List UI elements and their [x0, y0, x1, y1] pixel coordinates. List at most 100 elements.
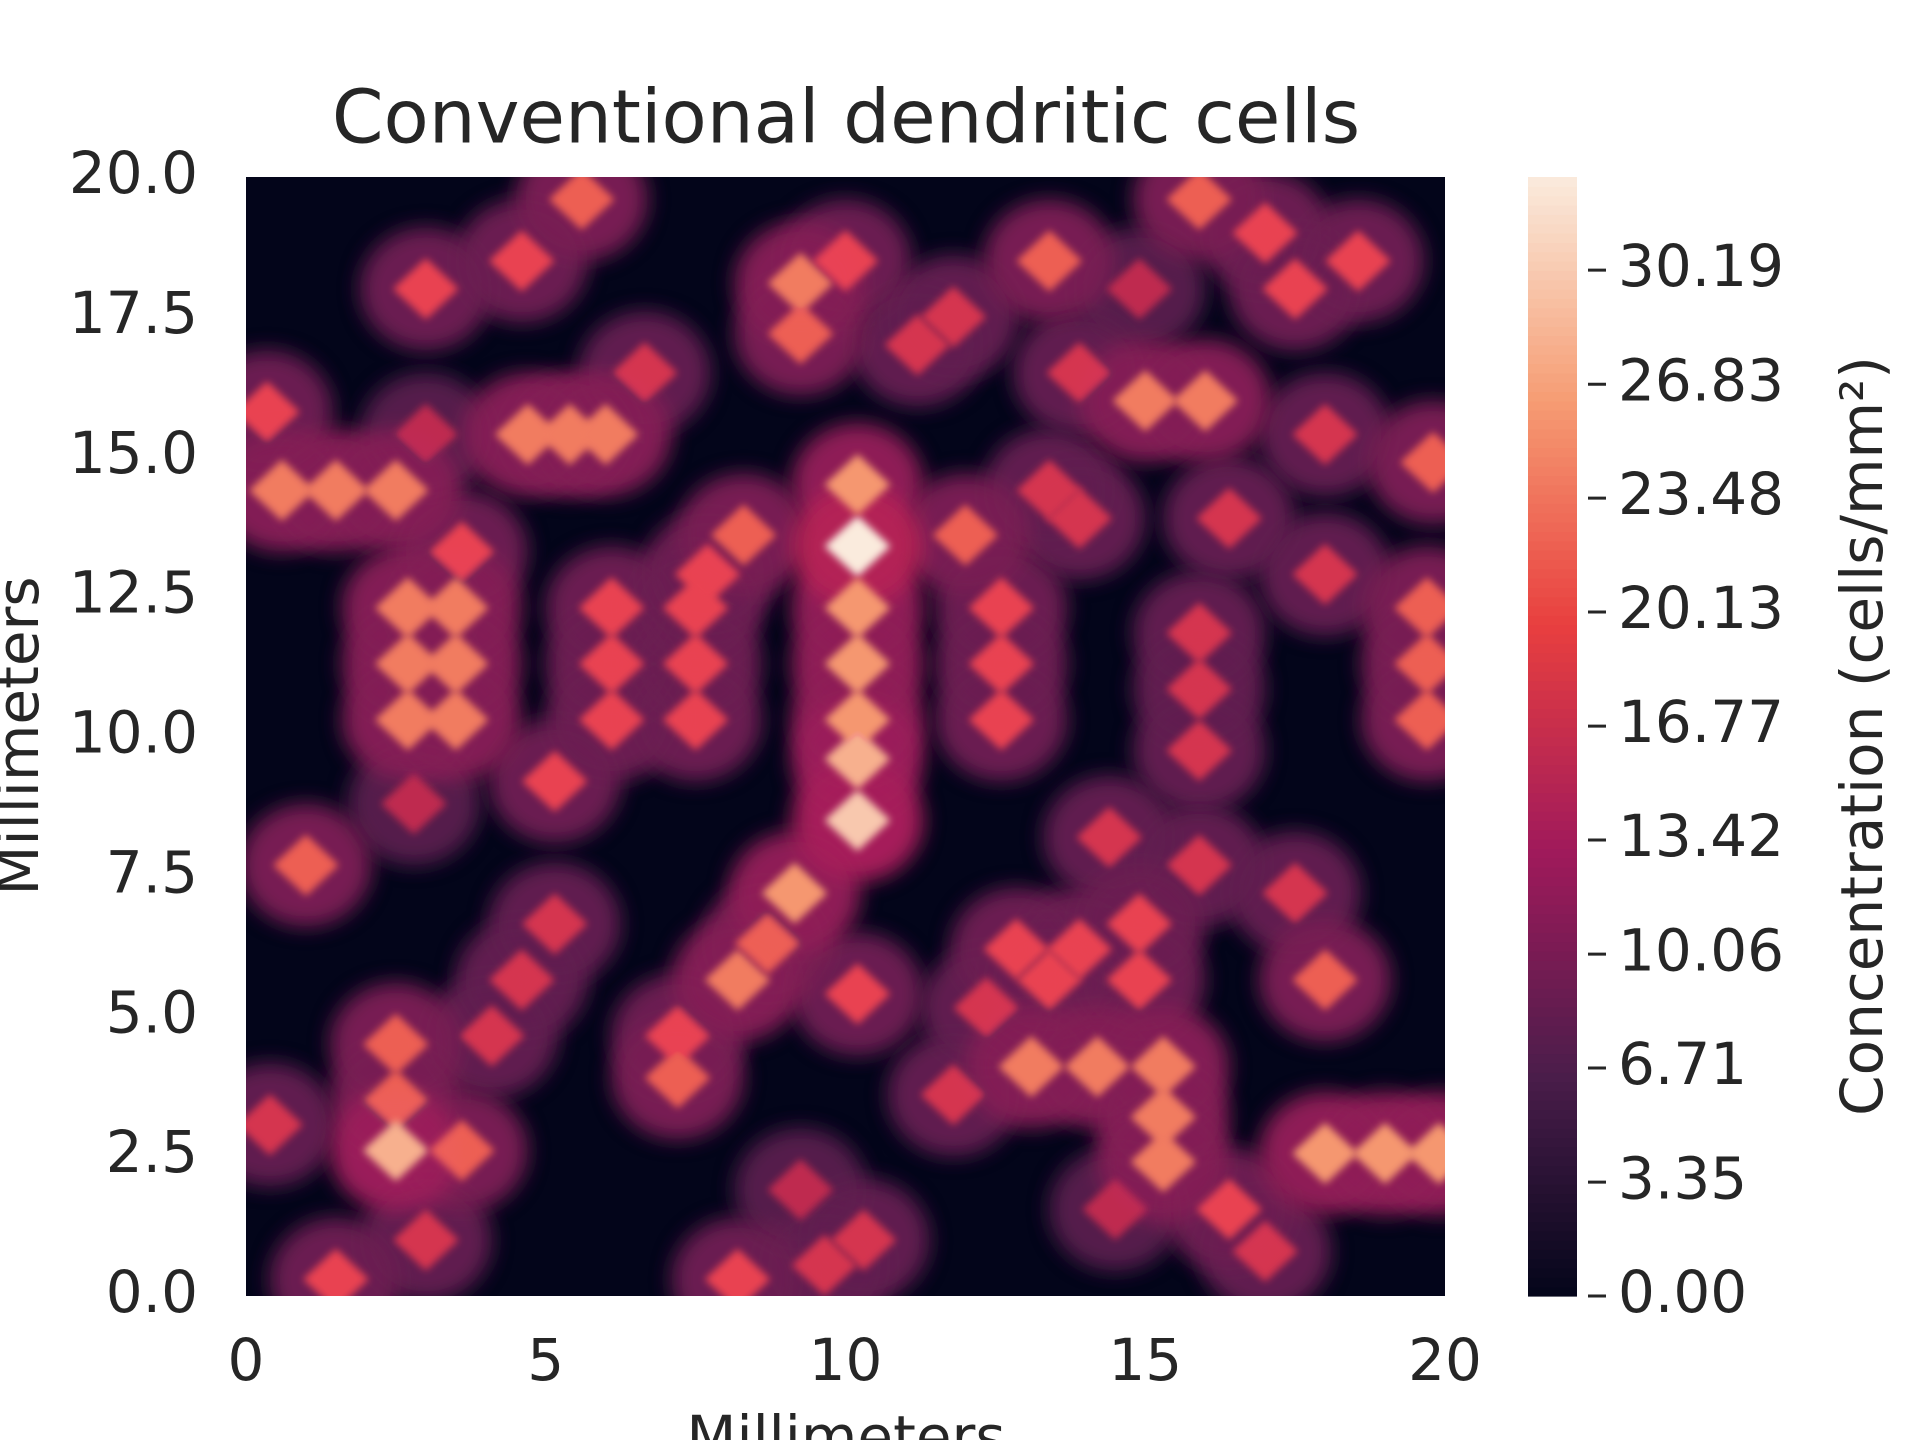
colorbar-band: [1528, 950, 1577, 961]
colorbar-band: [1528, 904, 1577, 915]
concentration-peak: [704, 1248, 771, 1296]
colorbar-band: [1528, 885, 1577, 896]
concentration-peak: [644, 1005, 711, 1067]
colorbar-band: [1528, 1202, 1577, 1213]
y-tick-label: 7.5: [106, 838, 198, 906]
colorbar-band: [1528, 344, 1577, 355]
colorbar-band: [1528, 1044, 1577, 1055]
colorbar-band: [1528, 652, 1577, 663]
colorbar-band: [1528, 326, 1577, 337]
colorbar-band: [1528, 503, 1577, 514]
concentration-peak: [1232, 1220, 1299, 1283]
concentration-peak: [767, 302, 834, 365]
colorbar-band: [1528, 708, 1577, 719]
colorbar-band: [1528, 232, 1577, 243]
concentration-peak: [1292, 403, 1359, 466]
colorbar-band: [1528, 522, 1577, 532]
colorbar-band: [1528, 577, 1577, 588]
colorbar-band: [1528, 615, 1577, 626]
concentration-peak: [272, 834, 339, 896]
concentration-peak: [521, 750, 588, 813]
colorbar-band: [1528, 1062, 1577, 1073]
x-tick-label: 10: [809, 1326, 883, 1394]
colorbar-band: [1528, 279, 1577, 290]
concentration-peak: [1406, 1122, 1445, 1185]
colorbar-tick-label: 3.35: [1618, 1144, 1747, 1212]
concentration-peak: [422, 688, 489, 751]
colorbar-band: [1528, 1221, 1577, 1232]
colorbar-band: [1528, 1006, 1577, 1017]
concentration-peak: [1196, 487, 1263, 550]
concentration-peak: [1292, 949, 1359, 1011]
concentration-peak: [968, 577, 1035, 639]
concentration-peak: [488, 949, 555, 1011]
colorbar-band: [1528, 857, 1577, 868]
colorbar-band: [1528, 288, 1577, 299]
colorbar-band: [1528, 1072, 1577, 1083]
colorbar-band: [1528, 848, 1577, 859]
colorbar-band: [1528, 270, 1577, 281]
colorbar-band: [1528, 1081, 1577, 1092]
concentration-peak: [1016, 949, 1083, 1011]
colorbar-band: [1528, 755, 1577, 766]
concentration-peak: [572, 403, 639, 466]
colorbar-band: [1528, 839, 1577, 849]
colorbar-band: [1528, 1174, 1577, 1185]
colorbar-band: [1528, 1137, 1577, 1148]
colorbar-band: [1528, 419, 1577, 430]
colorbar-band: [1528, 382, 1577, 393]
colorbar-band: [1528, 997, 1577, 1008]
colorbar-band: [1528, 540, 1577, 551]
concentration-peak: [392, 258, 459, 320]
concentration-peak: [380, 772, 447, 835]
colorbar-band: [1528, 372, 1577, 383]
colorbar-band: [1528, 633, 1577, 644]
colorbar-band: [1528, 1109, 1577, 1120]
colorbar-band: [1528, 605, 1577, 616]
colorbar-band: [1528, 801, 1577, 812]
concentration-peak: [1292, 543, 1359, 606]
colorbar-tick-label: 13.42: [1618, 802, 1784, 870]
colorbar-tick-label: 26.83: [1618, 346, 1784, 414]
y-tick-label: 12.5: [69, 559, 198, 627]
chart-title: Conventional dendritic cells: [332, 75, 1360, 161]
colorbar-tick-label: 0.00: [1618, 1258, 1747, 1326]
concentration-peak: [392, 1209, 459, 1271]
y-tick-label: 5.0: [106, 978, 198, 1046]
colorbar-tick-label: 6.71: [1618, 1030, 1747, 1098]
concentration-peak: [488, 230, 555, 292]
concentration-peak: [578, 577, 645, 639]
colorbar-band: [1528, 1034, 1577, 1045]
concentration-peak: [824, 963, 891, 1025]
colorbar-band: [1528, 1128, 1577, 1139]
colorbar-band: [1528, 829, 1577, 840]
colorbar-band: [1528, 1277, 1577, 1288]
colorbar-band: [1528, 587, 1577, 598]
colorbar-band: [1528, 484, 1577, 495]
concentration-peak: [767, 1158, 834, 1221]
concentration-peak: [761, 862, 828, 924]
colorbar-band: [1528, 923, 1577, 933]
colorbar-band: [1528, 251, 1577, 262]
colorbar-band: [1528, 531, 1577, 542]
concentration-peak: [1076, 806, 1143, 868]
colorbar-band: [1528, 438, 1577, 449]
colorbar-band: [1528, 969, 1577, 980]
colorbar-band: [1528, 307, 1577, 318]
concentration-peak: [1046, 487, 1113, 550]
concentration-peak: [1166, 177, 1233, 231]
concentration-peak: [953, 977, 1020, 1039]
y-tick-label: 20.0: [69, 139, 198, 207]
colorbar-band: [1528, 978, 1577, 989]
concentration-peak: [1262, 862, 1329, 924]
concentration-peak: [548, 177, 615, 231]
colorbar-band: [1528, 354, 1577, 365]
colorbar-band: [1528, 624, 1577, 635]
colorbar-tick-label: 23.48: [1618, 460, 1784, 528]
concentration-peak: [362, 459, 429, 522]
colorbar-band: [1528, 913, 1577, 924]
colorbar-band: [1528, 1146, 1577, 1157]
colorbar-band: [1528, 1268, 1577, 1278]
concentration-peak: [1130, 1130, 1197, 1193]
